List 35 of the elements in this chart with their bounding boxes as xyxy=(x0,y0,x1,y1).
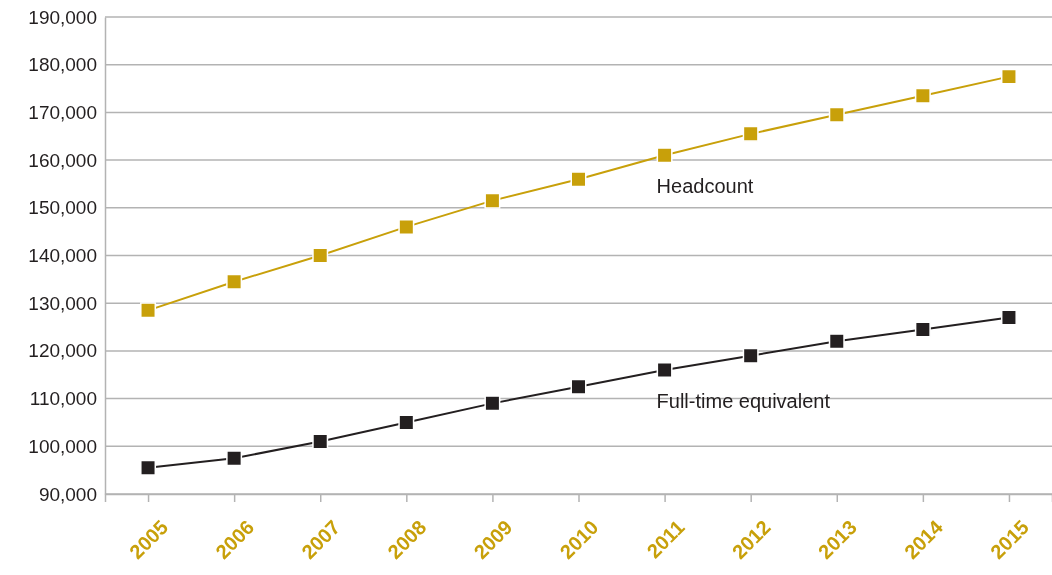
point xyxy=(742,125,759,142)
point xyxy=(656,361,673,378)
point xyxy=(914,321,931,338)
y-tick-label: 130,000 xyxy=(28,292,97,314)
y-tick-label: 140,000 xyxy=(28,245,97,267)
point xyxy=(1000,309,1017,326)
point xyxy=(570,378,587,395)
y-tick-label: 110,000 xyxy=(29,388,97,410)
y-tick-label: 100,000 xyxy=(28,435,97,457)
point xyxy=(484,395,501,412)
y-tick-label: 160,000 xyxy=(28,149,97,171)
point xyxy=(312,433,329,450)
point xyxy=(1000,68,1017,85)
point xyxy=(828,106,845,123)
point xyxy=(140,302,157,319)
point xyxy=(398,414,415,431)
series-label: Full-time equivalent xyxy=(656,389,831,412)
point xyxy=(226,273,243,290)
point xyxy=(742,347,759,364)
point xyxy=(226,450,243,467)
point xyxy=(656,147,673,164)
y-tick-label: 150,000 xyxy=(28,197,97,219)
point xyxy=(484,192,501,209)
point xyxy=(828,333,845,350)
y-tick-label: 170,000 xyxy=(28,101,97,123)
y-tick-label: 90,000 xyxy=(38,483,97,505)
point xyxy=(570,171,587,188)
y-tick-label: 120,000 xyxy=(28,340,97,362)
point xyxy=(312,247,329,264)
point xyxy=(914,87,931,104)
point xyxy=(140,459,157,476)
series-label: Headcount xyxy=(656,175,754,198)
y-tick-label: 190,000 xyxy=(28,6,97,28)
y-tick-label: 180,000 xyxy=(28,54,97,76)
point xyxy=(398,218,415,235)
